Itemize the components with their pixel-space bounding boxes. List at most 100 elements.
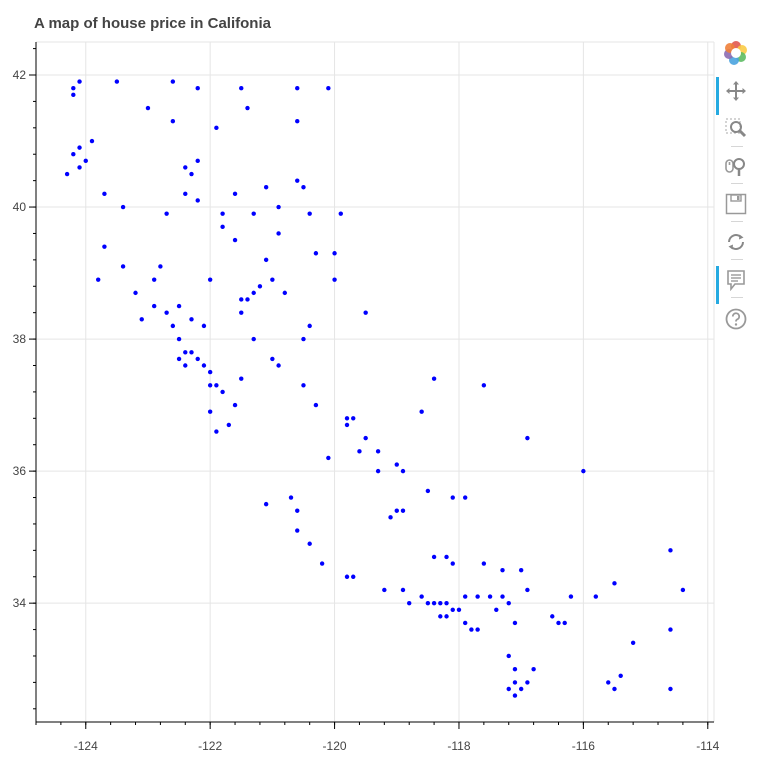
data-point <box>431 554 437 560</box>
data-point <box>612 686 617 692</box>
data-point <box>332 277 337 282</box>
data-point <box>338 211 343 216</box>
hover-tool-icon[interactable] <box>716 265 756 304</box>
data-point <box>425 488 431 494</box>
data-point <box>319 561 325 566</box>
data-point <box>307 323 312 329</box>
data-point <box>450 495 455 500</box>
data-point <box>388 515 393 520</box>
data-point <box>525 587 530 593</box>
data-point <box>276 231 281 236</box>
data-point <box>239 310 244 315</box>
data-point <box>183 191 188 197</box>
data-point <box>593 594 599 599</box>
data-point <box>207 383 213 388</box>
data-point <box>251 290 256 296</box>
data-point <box>630 640 636 645</box>
data-point <box>214 125 219 131</box>
data-point <box>151 277 157 282</box>
data-point <box>357 449 362 454</box>
help-tool-icon[interactable] <box>716 304 756 334</box>
data-point <box>456 607 462 612</box>
data-point <box>96 277 101 282</box>
save-tool-icon[interactable] <box>716 189 756 219</box>
data-point <box>438 614 443 619</box>
data-point <box>276 204 281 210</box>
data-point <box>295 178 300 183</box>
data-point <box>77 79 82 84</box>
data-point <box>239 376 244 381</box>
bokeh-logo-icon[interactable] <box>716 38 756 68</box>
data-point <box>170 119 176 124</box>
data-point <box>407 600 412 606</box>
data-point <box>189 317 194 322</box>
data-point <box>668 548 673 553</box>
data-point <box>220 224 225 230</box>
data-point <box>195 86 200 91</box>
pan-tool-icon[interactable] <box>716 76 756 115</box>
data-point <box>114 79 120 84</box>
data-point <box>512 680 518 685</box>
x-tick-label: -118 <box>447 739 470 753</box>
toolbar-divider <box>731 221 743 222</box>
data-point <box>77 145 82 150</box>
data-point <box>207 369 213 375</box>
y-tick-label: 38 <box>13 332 27 346</box>
data-point <box>382 587 387 593</box>
data-point <box>394 508 399 513</box>
data-point <box>326 86 331 91</box>
toolbar-divider <box>731 146 743 147</box>
reset-tool-icon[interactable] <box>716 227 756 257</box>
data-point <box>71 92 76 98</box>
plot-frame <box>36 41 715 722</box>
data-point <box>257 284 263 289</box>
data-point <box>612 581 617 586</box>
data-point <box>431 376 437 381</box>
data-point <box>120 204 126 210</box>
box-zoom-tool-icon[interactable] <box>716 114 756 144</box>
wheel-zoom-tool-icon[interactable] <box>716 151 756 181</box>
data-point <box>120 264 126 269</box>
data-point <box>145 105 151 111</box>
data-point <box>506 653 511 659</box>
data-point <box>282 290 288 296</box>
data-point <box>450 561 455 566</box>
data-point <box>183 363 188 368</box>
data-point <box>326 455 331 461</box>
toolbar-divider <box>731 297 743 298</box>
data-point <box>525 435 530 441</box>
scatter-points <box>64 79 686 698</box>
data-point <box>251 336 256 342</box>
data-point <box>475 627 480 632</box>
data-point <box>344 416 350 421</box>
data-point <box>550 614 555 619</box>
data-point <box>226 422 232 428</box>
data-point <box>183 350 188 355</box>
data-point <box>462 495 468 500</box>
data-point <box>469 627 474 632</box>
data-point <box>506 686 511 692</box>
data-point <box>170 323 176 329</box>
data-point <box>263 501 269 507</box>
data-point <box>562 620 567 626</box>
data-point <box>462 594 468 599</box>
data-point <box>64 171 70 177</box>
data-point <box>344 574 350 579</box>
data-point <box>270 277 275 282</box>
data-point <box>89 138 95 144</box>
data-point <box>375 468 381 474</box>
data-point <box>189 171 194 177</box>
data-point <box>400 508 406 513</box>
data-point <box>139 317 144 322</box>
data-point <box>419 594 424 599</box>
data-point <box>214 383 219 388</box>
data-point <box>444 554 449 560</box>
grid-lines <box>36 42 714 722</box>
y-tick-label: 36 <box>13 464 27 478</box>
data-point <box>263 185 269 190</box>
data-point <box>351 416 356 421</box>
data-point <box>239 297 244 302</box>
data-point <box>276 363 281 368</box>
data-point <box>301 336 306 342</box>
data-point <box>462 620 468 626</box>
